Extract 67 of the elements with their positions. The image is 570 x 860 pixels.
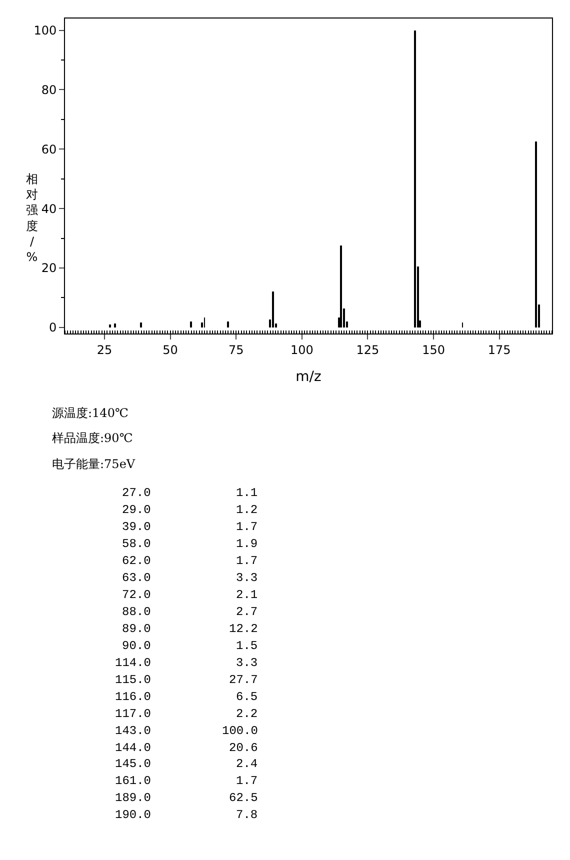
text: 20.6 (229, 741, 258, 755)
text: 114.0 (115, 656, 152, 670)
text: 1.7 (236, 774, 258, 788)
text: 117.0 (115, 707, 152, 721)
text: 2.2 (236, 707, 258, 721)
text: 62.0 (122, 554, 151, 568)
bar (535, 141, 537, 328)
text: 2.1 (236, 588, 258, 602)
text: 1.2 (236, 503, 258, 517)
y-tick-label: 60 (41, 142, 57, 156)
text: 58.0 (122, 537, 151, 551)
text: 27.0 (122, 486, 151, 500)
text: 27.7 (229, 673, 258, 687)
text: 145.0 (115, 757, 152, 771)
x-axis-title: m/z (296, 369, 322, 386)
text: 1.1 (236, 486, 258, 500)
text: 72.0 (122, 588, 151, 602)
text: 100.0 (222, 724, 258, 738)
text: 88.0 (122, 605, 151, 619)
text: 115.0 (115, 673, 152, 687)
text: 143.0 (115, 724, 152, 738)
text: 29.0 (122, 503, 151, 517)
y-tick-label: 20 (41, 261, 57, 276)
y-tick-label: 80 (41, 82, 57, 97)
text: 189.0 (115, 791, 152, 805)
text: 电子能量:75eV (52, 457, 136, 471)
x-tick-label: 125 (356, 342, 380, 357)
x-tick-label: 100 (290, 342, 314, 357)
text: 2.7 (236, 605, 258, 619)
bar (414, 30, 416, 328)
text: 2.4 (236, 757, 258, 771)
x-tick-label: 150 (422, 342, 445, 357)
text: 1.5 (236, 639, 258, 653)
text: 144.0 (115, 741, 152, 755)
text: 1.9 (236, 537, 258, 551)
y-tick-label: 40 (41, 202, 57, 216)
y-axis-title: 相对强度/% (26, 172, 38, 264)
y-tick-label: 100 (34, 23, 57, 38)
bar (227, 321, 229, 328)
text: 89.0 (122, 622, 151, 636)
bar (109, 324, 111, 328)
y-tick-label: 0 (48, 320, 57, 335)
text: 3.3 (236, 656, 258, 670)
text: 190.0 (115, 808, 152, 822)
text: 样品温度:90℃ (52, 431, 133, 445)
bar (114, 323, 116, 328)
text: 1.7 (236, 520, 258, 534)
bar (140, 322, 142, 328)
text: 1.7 (236, 554, 258, 568)
text: 39.0 (122, 520, 151, 534)
bar (190, 321, 192, 328)
text: 161.0 (115, 774, 152, 788)
x-tick-label: 50 (162, 342, 178, 357)
text: 63.0 (122, 571, 151, 585)
x-tick-label: 25 (96, 342, 112, 357)
text: 源温度:140℃ (52, 406, 128, 420)
text: 7.8 (236, 808, 258, 822)
x-tick-label: 175 (488, 342, 511, 357)
text: 90.0 (122, 639, 151, 653)
text: 12.2 (229, 622, 258, 636)
x-tick-label: 75 (228, 342, 244, 357)
text: 3.3 (236, 571, 258, 585)
bar (340, 245, 342, 328)
text: 6.5 (236, 690, 258, 704)
text: 116.0 (115, 690, 152, 704)
text: 62.5 (229, 791, 258, 805)
bar (272, 291, 274, 328)
